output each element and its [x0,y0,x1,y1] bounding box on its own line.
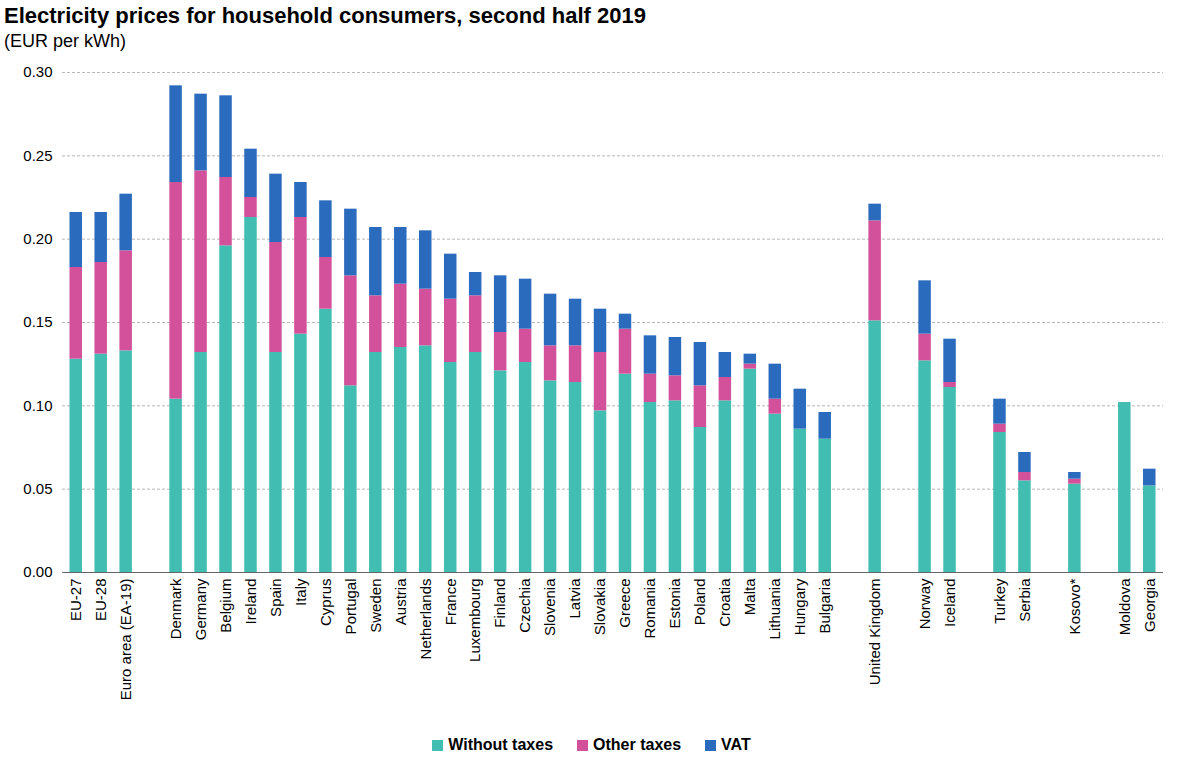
svg-text:Portugal: Portugal [342,579,359,635]
svg-text:Romania: Romania [641,578,658,639]
svg-text:Denmark: Denmark [167,578,184,639]
svg-text:Luxembourg: Luxembourg [466,579,483,662]
svg-text:EU-27: EU-27 [67,579,84,622]
svg-text:0.25: 0.25 [23,147,52,164]
svg-text:United Kingdom: United Kingdom [866,579,883,686]
svg-text:Austria: Austria [392,578,409,625]
html-text:(EUR per kWh): (EUR per kWh) [4,31,126,51]
svg-text:0.30: 0.30 [23,63,52,80]
svg-text:Euro area (EA-19): Euro area (EA-19) [117,579,134,701]
svg-text:Kosovo*: Kosovo* [1066,578,1083,634]
svg-text:Hungary: Hungary [791,578,808,635]
svg-text:Slovakia: Slovakia [591,578,608,635]
svg-text:Czechia: Czechia [516,578,533,633]
svg-text:0.15: 0.15 [23,313,52,330]
svg-text:Italy: Italy [292,578,309,606]
svg-text:EU-28: EU-28 [92,579,109,622]
svg-text:Bulgaria: Bulgaria [816,578,833,634]
svg-text:0.00: 0.00 [23,563,52,580]
svg-text:Slovenia: Slovenia [541,578,558,636]
svg-text:Moldova: Moldova [1116,578,1133,635]
svg-text:Lithuania: Lithuania [766,578,783,640]
svg-text:Turkey: Turkey [991,578,1008,624]
svg-text:Cyprus: Cyprus [317,579,334,627]
svg-text:Estonia: Estonia [666,578,683,629]
html-text:Without taxes: Without taxes [448,736,553,753]
svg-text:Germany: Germany [192,578,209,640]
svg-text:Serbia: Serbia [1016,578,1033,622]
svg-text:Greece: Greece [616,579,633,628]
svg-text:Norway: Norway [916,578,933,629]
svg-text:Netherlands: Netherlands [417,579,434,660]
svg-text:Georgia: Georgia [1141,578,1158,632]
svg-text:France: France [442,579,459,626]
html-text:Electricity prices for househo: Electricity prices for household consume… [4,3,646,28]
svg-text:0.10: 0.10 [23,397,52,414]
svg-text:Belgium: Belgium [217,579,234,633]
svg-text:Poland: Poland [691,579,708,626]
html-text:Other taxes: Other taxes [593,736,682,753]
svg-text:Finland: Finland [491,579,508,628]
svg-text:0.20: 0.20 [23,230,52,247]
svg-text:Iceland: Iceland [941,579,958,627]
html-text:VAT: VAT [721,736,751,753]
svg-text:Latvia: Latvia [566,578,583,619]
svg-text:0.05: 0.05 [23,480,52,497]
svg-text:Sweden: Sweden [367,579,384,633]
svg-text:Ireland: Ireland [242,579,259,625]
svg-text:Malta: Malta [741,578,758,615]
svg-text:Croatia: Croatia [716,578,733,627]
svg-text:Spain: Spain [267,579,284,617]
